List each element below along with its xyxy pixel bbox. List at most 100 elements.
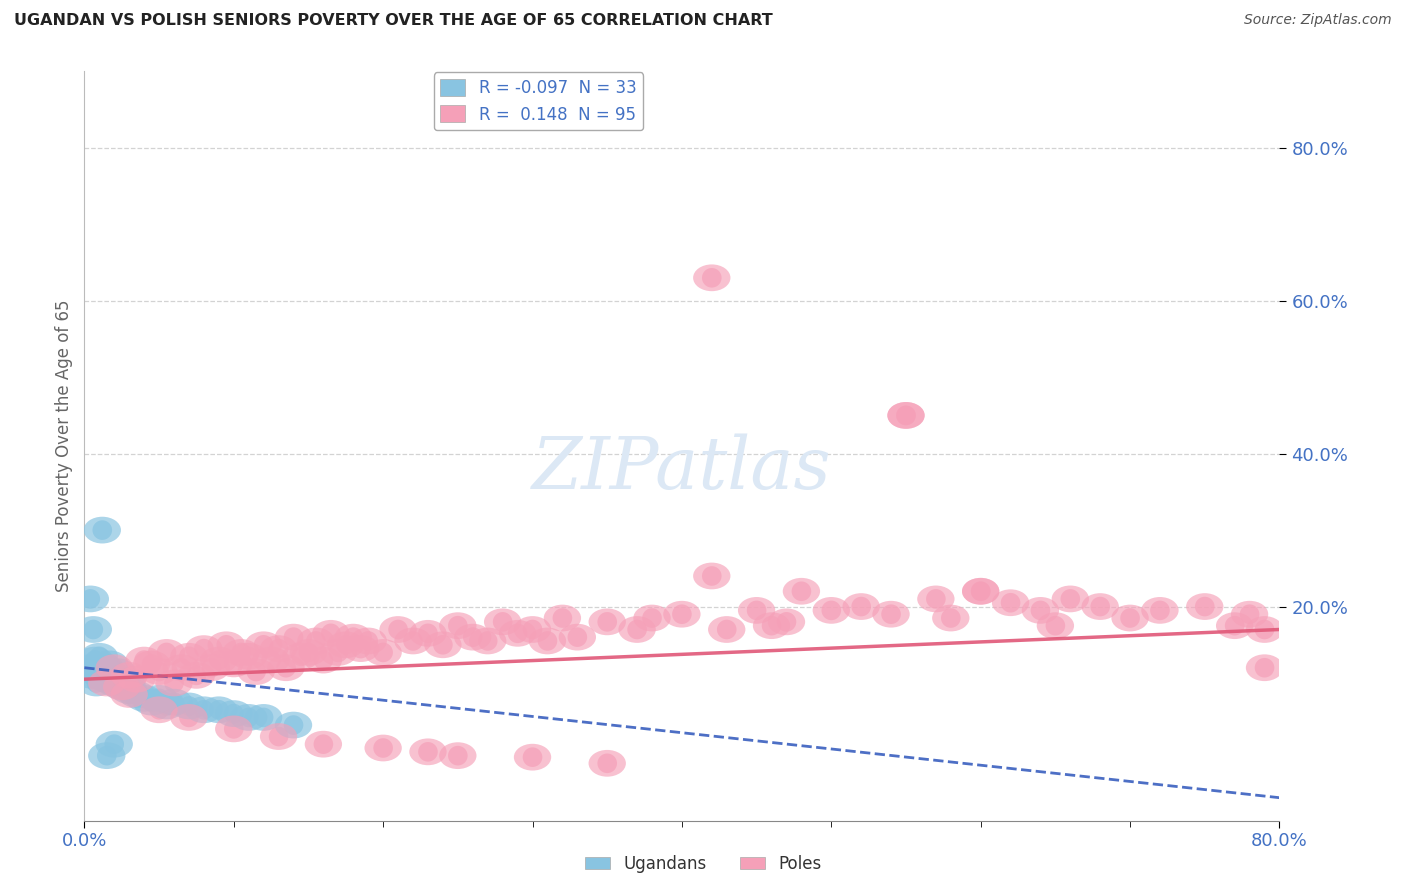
Ellipse shape	[619, 616, 655, 643]
Ellipse shape	[1216, 612, 1253, 639]
Point	[447, 618, 470, 632]
Ellipse shape	[134, 650, 170, 677]
Ellipse shape	[118, 681, 155, 708]
Point	[1090, 599, 1112, 614]
Ellipse shape	[328, 632, 364, 658]
Ellipse shape	[125, 685, 163, 712]
Ellipse shape	[409, 739, 447, 765]
Point	[447, 748, 470, 763]
Point	[1194, 599, 1216, 614]
Ellipse shape	[245, 704, 283, 731]
Point	[231, 645, 253, 659]
Point	[700, 569, 723, 583]
Point	[745, 603, 768, 617]
Point	[970, 584, 993, 599]
Point	[373, 741, 395, 756]
Point	[267, 641, 290, 656]
Point	[177, 649, 200, 664]
Point	[1029, 603, 1052, 617]
Ellipse shape	[558, 624, 596, 650]
Point	[208, 703, 231, 717]
Point	[132, 691, 156, 706]
Point	[357, 634, 380, 648]
Point	[177, 710, 200, 724]
Point	[89, 649, 111, 664]
Point	[761, 618, 783, 632]
Ellipse shape	[267, 655, 305, 681]
Ellipse shape	[305, 731, 342, 757]
Text: UGANDAN VS POLISH SENIORS POVERTY OVER THE AGE OF 65 CORRELATION CHART: UGANDAN VS POLISH SENIORS POVERTY OVER T…	[14, 13, 773, 29]
Ellipse shape	[260, 635, 297, 662]
Ellipse shape	[200, 647, 238, 673]
Ellipse shape	[283, 643, 319, 670]
Point	[373, 645, 395, 659]
Point	[118, 668, 141, 682]
Ellipse shape	[118, 665, 155, 692]
Ellipse shape	[350, 628, 387, 655]
Ellipse shape	[200, 697, 238, 723]
Point	[567, 630, 589, 644]
Point	[342, 630, 364, 644]
Point	[83, 653, 105, 667]
Point	[671, 607, 693, 622]
Point	[208, 653, 231, 667]
Ellipse shape	[186, 697, 222, 723]
Point	[253, 710, 276, 724]
Ellipse shape	[439, 742, 477, 769]
Point	[775, 615, 797, 629]
Ellipse shape	[1081, 593, 1119, 620]
Point	[93, 665, 115, 679]
Ellipse shape	[470, 628, 506, 655]
Point	[350, 641, 373, 656]
Ellipse shape	[1022, 597, 1059, 624]
Point	[170, 661, 193, 675]
Point	[103, 661, 125, 675]
Point	[319, 626, 342, 640]
Point	[283, 718, 305, 732]
Ellipse shape	[260, 723, 297, 750]
Point	[105, 665, 128, 679]
Ellipse shape	[70, 655, 107, 681]
Ellipse shape	[484, 608, 522, 635]
Ellipse shape	[1246, 655, 1284, 681]
Point	[290, 649, 312, 664]
Point	[1253, 661, 1275, 675]
Point	[238, 710, 260, 724]
Ellipse shape	[1111, 605, 1149, 632]
Point	[283, 630, 305, 644]
Point	[132, 653, 156, 667]
Point	[222, 706, 245, 721]
Ellipse shape	[193, 655, 231, 681]
Ellipse shape	[231, 704, 267, 731]
Ellipse shape	[134, 689, 170, 715]
Ellipse shape	[89, 670, 125, 697]
Point	[103, 737, 125, 751]
Point	[596, 615, 619, 629]
Ellipse shape	[208, 632, 245, 658]
Point	[125, 672, 148, 686]
Ellipse shape	[752, 612, 790, 639]
Ellipse shape	[917, 585, 955, 612]
Ellipse shape	[364, 735, 402, 762]
Ellipse shape	[111, 677, 148, 704]
Ellipse shape	[274, 712, 312, 739]
Ellipse shape	[141, 697, 177, 723]
Point	[820, 603, 842, 617]
Point	[551, 611, 574, 625]
Point	[402, 634, 425, 648]
Ellipse shape	[89, 742, 125, 769]
Point	[700, 270, 723, 285]
Point	[1239, 607, 1261, 622]
Ellipse shape	[932, 605, 970, 632]
Ellipse shape	[991, 590, 1029, 616]
Ellipse shape	[93, 662, 129, 689]
Ellipse shape	[72, 585, 110, 612]
Point	[96, 748, 118, 763]
Point	[536, 634, 558, 648]
Ellipse shape	[111, 681, 148, 708]
Ellipse shape	[73, 662, 111, 689]
Ellipse shape	[274, 624, 312, 650]
Point	[939, 611, 962, 625]
Point	[894, 409, 917, 423]
Ellipse shape	[589, 750, 626, 777]
